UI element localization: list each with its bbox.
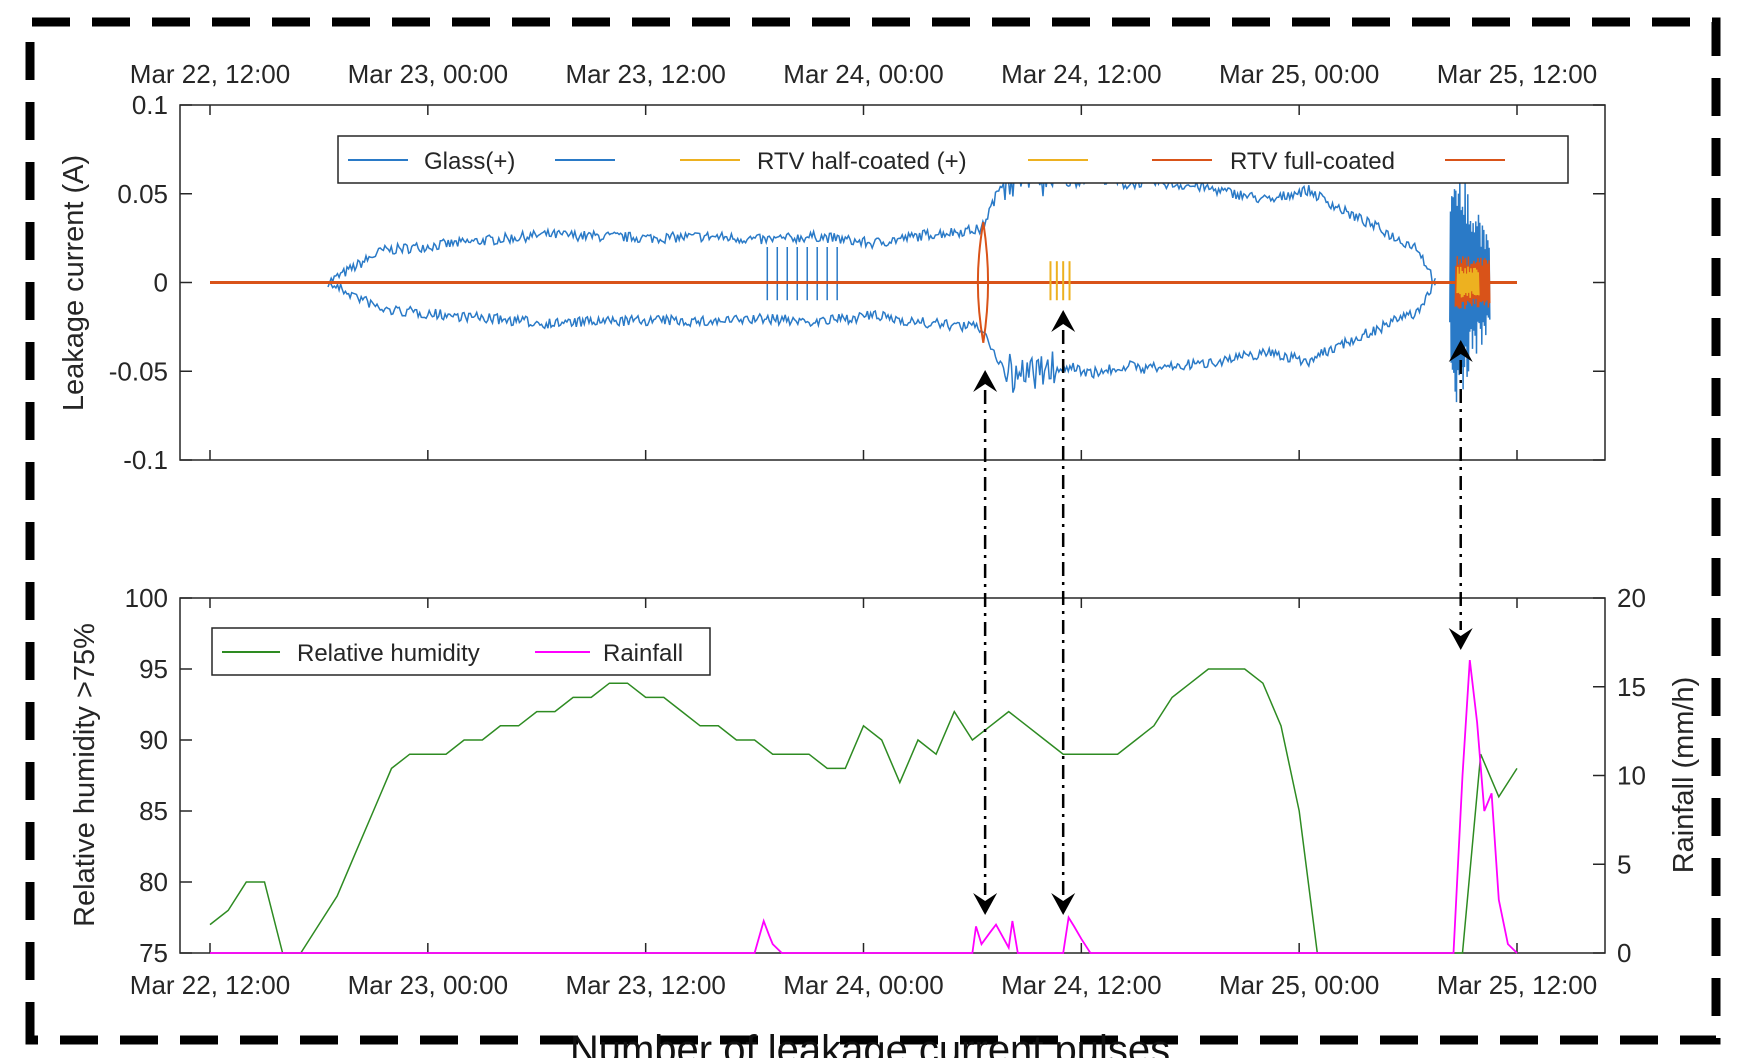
glass-envelope-positive: [328, 169, 1437, 284]
event-arrow-head-down: [973, 893, 998, 915]
dashed-frame: [25, 17, 1721, 1045]
bottom-y-axis-label: Relative humidity >75%: [69, 623, 101, 927]
bottom-y-tick-label: 80: [139, 867, 168, 897]
top-plot-area: [210, 169, 1517, 403]
event-arrow-head-down: [1448, 628, 1473, 650]
rainfall-series-line: [210, 659, 1518, 954]
bottom-y-tick-label: 85: [139, 796, 168, 826]
top-y-tick-label: 0.1: [132, 90, 168, 120]
bottom-y2-axis-label: Rainfall (mm/h): [1668, 677, 1700, 874]
bottom-x-tick-label: Mar 25, 00:00: [1219, 970, 1379, 1000]
legend-rh-label: Relative humidity: [297, 640, 480, 667]
bottom-y-tick-label: 100: [125, 583, 168, 613]
bottom-y-tick-label: 75: [139, 938, 168, 968]
bottom-legend: Relative humidity Rainfall: [211, 627, 711, 676]
bottom-plot-area: [209, 659, 1518, 954]
bottom-y2-tick-label: 20: [1617, 583, 1646, 613]
top-x-tick-label: Mar 25, 00:00: [1219, 59, 1379, 89]
top-y-tick-label: -0.1: [123, 445, 168, 475]
bottom-y2-tick-label: 15: [1617, 672, 1646, 702]
top-x-tick-label: Mar 23, 12:00: [565, 59, 725, 89]
top-x-tick-label: Mar 24, 12:00: [1001, 59, 1161, 89]
top-x-tick-label: Mar 22, 12:00: [130, 59, 290, 89]
bottom-axis-ticks: Mar 22, 12:00 Mar 23, 00:00 Mar 23, 12:00 M…: [125, 583, 1646, 1000]
event-arrows: [973, 310, 1473, 915]
top-axis-ticks: Mar 22, 12:00 Mar 23, 00:00 Mar 23, 12:00 M…: [109, 59, 1605, 475]
caption-fragment: Number of leakage current pulses: [569, 1030, 1171, 1058]
bottom-x-tick-label: Mar 25, 12:00: [1437, 970, 1597, 1000]
glass-envelope-negative: [327, 281, 1436, 393]
top-y-axis-label: Leakage current (A): [58, 155, 90, 411]
top-x-tick-label: Mar 24, 00:00: [783, 59, 943, 89]
rtv-full-pulse: [976, 221, 990, 344]
bottom-x-tick-label: Mar 23, 12:00: [565, 970, 725, 1000]
event-arrow-head-up: [1448, 340, 1473, 362]
bottom-y-tick-label: 95: [139, 654, 168, 684]
event-arrow-head-up: [973, 370, 998, 392]
glass-burst: [1449, 178, 1491, 403]
bottom-y2-tick-label: 0: [1617, 938, 1631, 968]
bottom-x-tick-label: Mar 23, 00:00: [348, 970, 508, 1000]
event-arrow-head-down: [1051, 893, 1076, 915]
top-x-tick-label: Mar 23, 00:00: [348, 59, 508, 89]
rtv-half-burst: [1456, 266, 1480, 298]
top-y-tick-label: -0.05: [109, 356, 168, 386]
top-y-tick-label: 0.05: [117, 179, 168, 209]
bottom-y2-tick-label: 5: [1617, 849, 1631, 879]
bottom-x-tick-label: Mar 24, 00:00: [783, 970, 943, 1000]
bottom-x-tick-label: Mar 24, 12:00: [1001, 970, 1161, 1000]
top-y-tick-label: 0: [154, 268, 168, 298]
bottom-y-tick-label: 90: [139, 725, 168, 755]
legend-glass-label: Glass(+): [424, 148, 515, 175]
legend-rtv-full-label: RTV full-coated: [1230, 148, 1395, 175]
legend-rain-label: Rainfall: [603, 640, 683, 667]
top-legend: Glass(+) RTV half-coated (+) RTV full-co…: [337, 135, 1569, 184]
top-x-tick-label: Mar 25, 12:00: [1437, 59, 1597, 89]
legend-rtv-half-label: RTV half-coated (+): [757, 148, 967, 175]
rh-series-line: [209, 668, 1518, 954]
event-arrow-head-up: [1051, 310, 1076, 332]
bottom-x-tick-label: Mar 22, 12:00: [130, 970, 290, 1000]
bottom-y2-tick-label: 10: [1617, 761, 1646, 791]
